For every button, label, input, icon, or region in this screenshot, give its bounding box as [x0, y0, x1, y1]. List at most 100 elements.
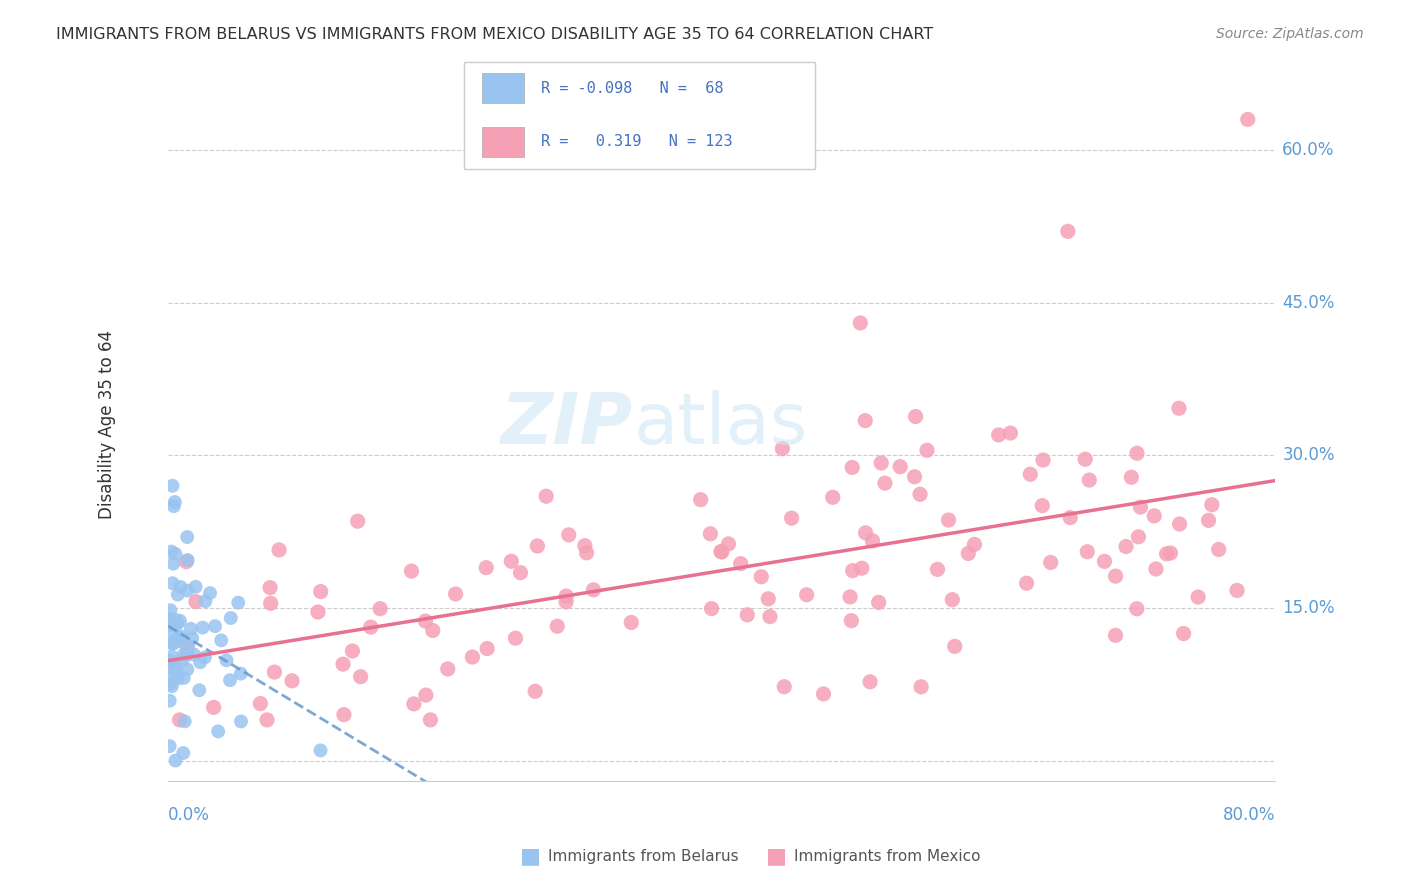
Point: [170, 629, 193, 643]
Point: [177, 553, 200, 567]
Text: ■: ■: [766, 847, 787, 866]
Point: [181, 632, 204, 646]
Point: [1032, 453, 1054, 467]
Text: Disability Age 35 to 64: Disability Age 35 to 64: [98, 330, 117, 519]
Point: [159, 603, 181, 617]
Point: [773, 680, 796, 694]
Point: [162, 636, 184, 650]
Point: [159, 677, 181, 691]
Text: 60.0%: 60.0%: [1282, 141, 1334, 159]
Point: [717, 537, 740, 551]
Point: [780, 511, 803, 525]
Point: [207, 724, 229, 739]
Point: [526, 539, 548, 553]
Point: [160, 661, 183, 675]
Point: [342, 644, 364, 658]
Point: [841, 614, 863, 628]
Point: [756, 591, 779, 606]
Point: [1168, 516, 1191, 531]
Point: [475, 641, 498, 656]
Point: [444, 587, 467, 601]
Point: [159, 654, 181, 668]
Point: [534, 489, 557, 503]
Text: 80.0%: 80.0%: [1223, 806, 1275, 824]
Point: [401, 564, 423, 578]
Point: [957, 546, 980, 560]
Point: [163, 616, 186, 631]
Point: [509, 566, 531, 580]
Point: [555, 595, 578, 609]
Point: [868, 595, 890, 609]
Text: IMMIGRANTS FROM BELARUS VS IMMIGRANTS FROM MEXICO DISABILITY AGE 35 TO 64 CORREL: IMMIGRANTS FROM BELARUS VS IMMIGRANTS FR…: [56, 27, 934, 42]
Point: [1126, 601, 1149, 615]
Point: [501, 554, 523, 568]
Point: [422, 624, 444, 638]
Point: [167, 672, 190, 686]
Point: [941, 592, 963, 607]
Point: [202, 700, 225, 714]
Point: [710, 545, 733, 559]
Point: [870, 456, 893, 470]
Point: [555, 589, 578, 603]
Point: [281, 673, 304, 688]
Point: [267, 543, 290, 558]
Point: [889, 459, 911, 474]
Point: [853, 414, 876, 428]
Point: [1104, 628, 1126, 642]
Point: [176, 648, 198, 662]
Point: [873, 476, 896, 491]
Point: [737, 607, 759, 622]
Point: [1236, 112, 1258, 127]
Point: [162, 479, 184, 493]
Point: [841, 460, 863, 475]
Point: [160, 649, 183, 664]
Point: [1208, 542, 1230, 557]
Point: [1144, 562, 1167, 576]
Point: [1159, 546, 1181, 560]
Point: [176, 555, 198, 569]
Point: [574, 539, 596, 553]
Point: [862, 533, 884, 548]
Point: [749, 570, 772, 584]
Point: [176, 663, 198, 677]
Point: [194, 594, 217, 608]
Point: [194, 650, 217, 665]
Point: [176, 530, 198, 544]
Text: 0.0%: 0.0%: [169, 806, 209, 824]
Point: [475, 560, 498, 574]
Point: [176, 641, 198, 656]
Text: 15.0%: 15.0%: [1282, 599, 1334, 617]
Point: [173, 714, 195, 729]
Point: [309, 743, 332, 757]
Point: [1128, 530, 1150, 544]
Point: [770, 442, 793, 456]
Point: [402, 697, 425, 711]
Point: [1104, 569, 1126, 583]
Point: [166, 616, 188, 631]
Point: [759, 609, 782, 624]
Point: [159, 613, 181, 627]
Point: [1168, 401, 1191, 416]
Point: [436, 662, 458, 676]
Text: Source: ZipAtlas.com: Source: ZipAtlas.com: [1216, 27, 1364, 41]
Point: [1126, 446, 1149, 460]
Point: [1078, 473, 1101, 487]
Point: [796, 588, 818, 602]
Point: [188, 683, 211, 698]
Point: [173, 648, 195, 662]
Point: [730, 557, 752, 571]
Point: [169, 713, 191, 727]
Point: [173, 671, 195, 685]
Point: [368, 601, 391, 615]
Point: [841, 564, 863, 578]
Point: [419, 713, 441, 727]
Text: ZIP: ZIP: [501, 390, 633, 459]
Point: [505, 631, 527, 645]
Point: [209, 633, 232, 648]
Point: [162, 656, 184, 670]
Text: R = -0.098   N =  68: R = -0.098 N = 68: [541, 80, 724, 95]
Point: [849, 316, 872, 330]
Point: [332, 657, 354, 672]
Point: [699, 526, 721, 541]
Point: [1115, 540, 1137, 554]
